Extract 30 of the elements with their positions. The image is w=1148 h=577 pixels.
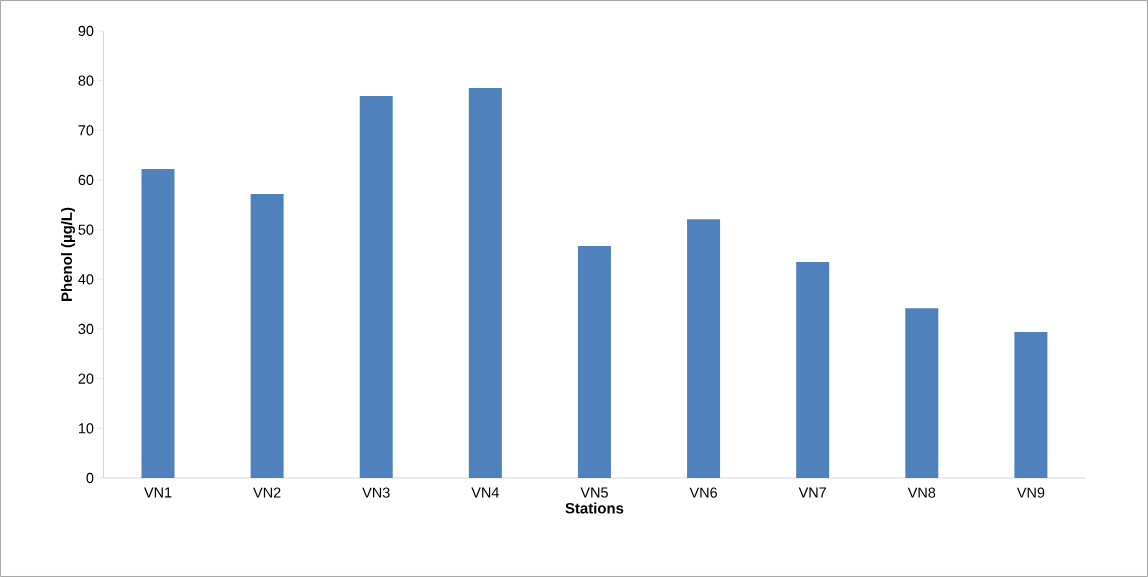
y-tick-label: 30 (78, 323, 94, 335)
x-tick-label: VN4 (471, 487, 499, 498)
bar (796, 261, 830, 478)
x-tick-label: VN1 (144, 487, 172, 498)
x-tick-label: VN9 (1016, 487, 1045, 498)
x-tick-label: VN3 (362, 487, 390, 498)
y-tick-label: 10 (78, 423, 94, 434)
y-axis-title: Phenol (µg/L) (61, 207, 76, 301)
bar (687, 219, 721, 478)
bar (359, 96, 393, 478)
y-tick-label: 40 (78, 274, 94, 285)
x-tick-label: VN8 (907, 487, 936, 498)
y-tick-label: 70 (78, 125, 94, 136)
x-tick-label: VN6 (689, 487, 717, 498)
bar (905, 308, 939, 478)
y-tick-label: 20 (78, 373, 94, 384)
y-tick-label: 50 (78, 224, 94, 235)
y-tick-label: 0 (86, 472, 94, 484)
x-tick-label: VN5 (580, 487, 608, 498)
y-tick-label: 60 (78, 174, 94, 186)
bar (577, 246, 611, 478)
x-tick-label: VN7 (798, 487, 826, 498)
bar (468, 88, 502, 478)
x-tick-label: VN2 (253, 487, 281, 498)
x-axis-title: Stations (565, 502, 624, 514)
y-tick-label: 80 (78, 75, 94, 86)
bar (250, 193, 284, 478)
bar (1014, 331, 1048, 478)
bar (141, 169, 175, 478)
y-tick-label: 90 (78, 25, 94, 37)
